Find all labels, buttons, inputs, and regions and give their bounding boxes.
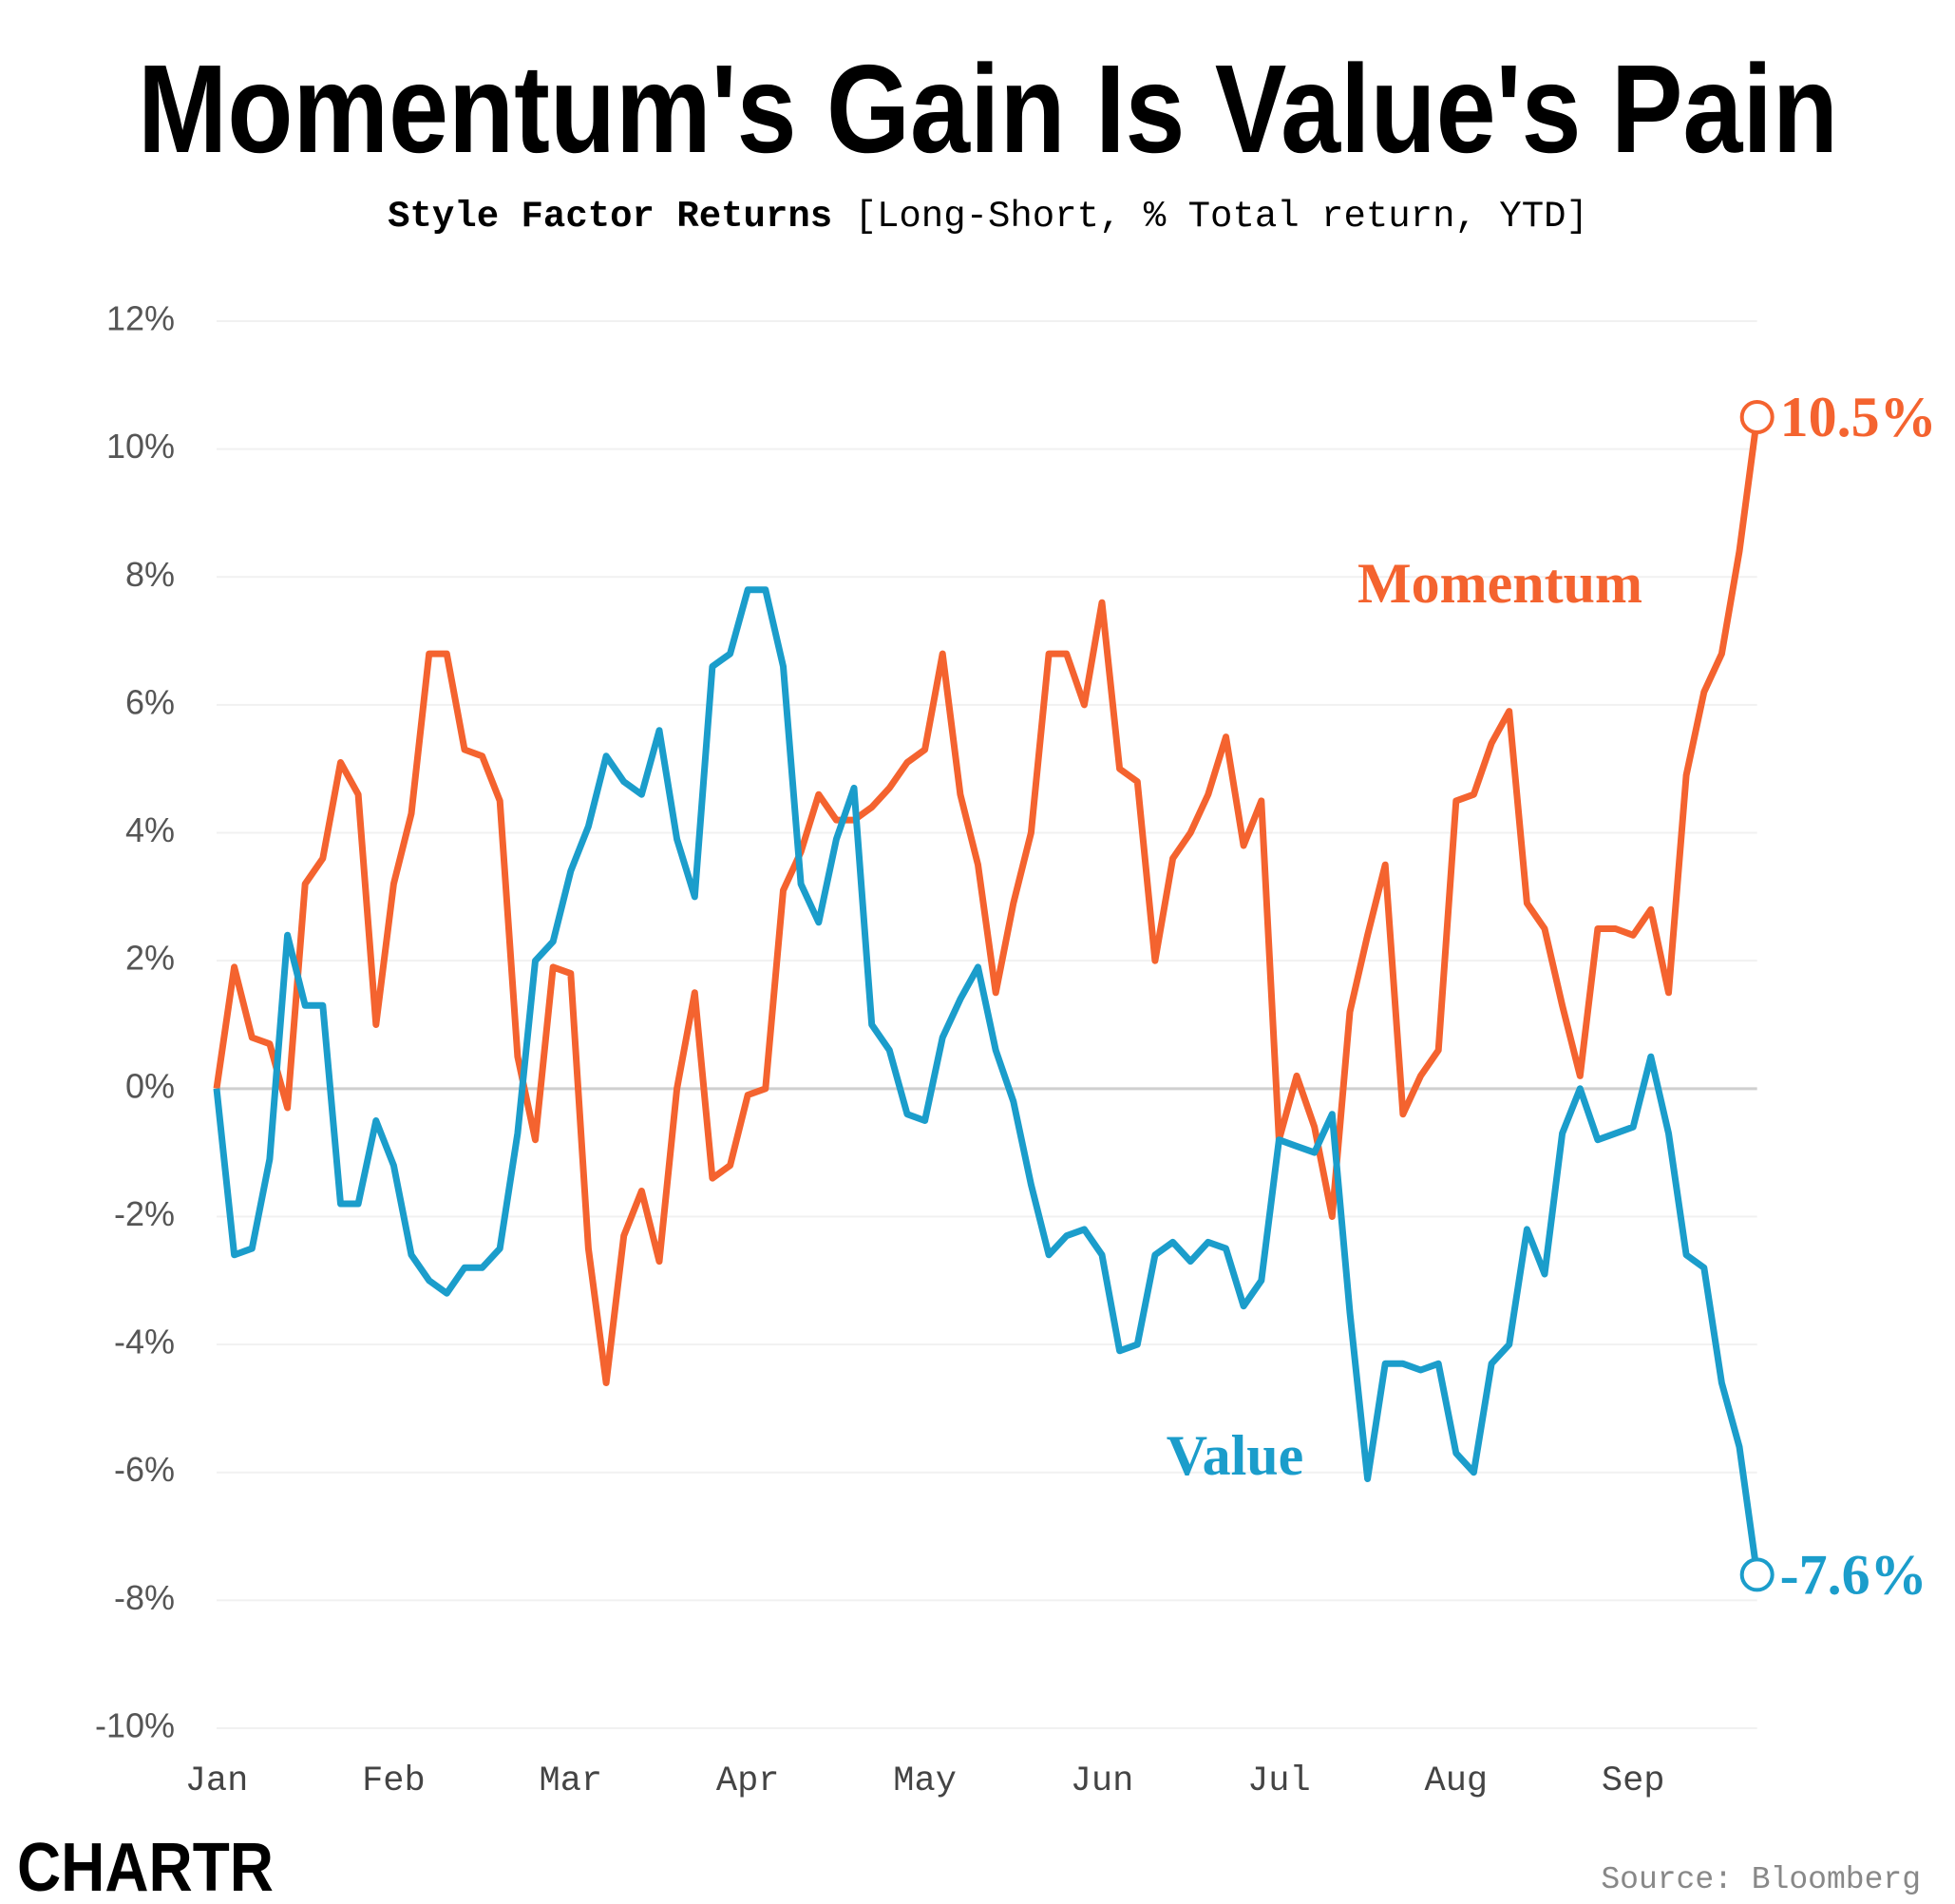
value-label: 10.5% bbox=[1780, 386, 1937, 448]
y-tick-label: -4% bbox=[114, 1323, 175, 1361]
end-point bbox=[1739, 1557, 1775, 1592]
logo: CHARTR bbox=[17, 1830, 274, 1904]
y-tick-label: 10% bbox=[106, 427, 175, 466]
chart-title: Momentum's Gain Is Value's Pain bbox=[138, 39, 1838, 179]
x-tick-label: Jun bbox=[1071, 1761, 1134, 1801]
y-tick-label: 0% bbox=[125, 1066, 175, 1105]
series-label: Momentum bbox=[1357, 552, 1642, 615]
subtitle-main: Style Factor Returns bbox=[388, 196, 832, 238]
y-tick-label: 6% bbox=[125, 682, 175, 721]
y-tick-label: -10% bbox=[95, 1706, 175, 1745]
subtitle-note: [Long-Short, % Total return, YTD] bbox=[855, 196, 1588, 238]
y-tick-label: 4% bbox=[125, 810, 175, 849]
x-tick-label: May bbox=[893, 1761, 957, 1801]
x-tick-label: Aug bbox=[1424, 1761, 1488, 1801]
end-point bbox=[1739, 399, 1775, 434]
x-tick-label: Jan bbox=[185, 1761, 249, 1801]
x-tick-label: Feb bbox=[362, 1761, 426, 1801]
series-line bbox=[213, 416, 1761, 1386]
y-tick-label: 2% bbox=[125, 939, 175, 978]
subtitle: Style Factor Returns [Long-Short, % Tota… bbox=[388, 196, 1588, 238]
y-tick-label: -2% bbox=[114, 1194, 175, 1233]
y-tick-label: -6% bbox=[114, 1450, 175, 1489]
series-label: Value bbox=[1167, 1424, 1304, 1487]
y-tick-label: 8% bbox=[125, 555, 175, 594]
source: Source: Bloomberg bbox=[1601, 1862, 1921, 1897]
x-tick-label: Mar bbox=[539, 1761, 602, 1801]
x-tick-label: Apr bbox=[716, 1761, 780, 1801]
y-tick-label: 12% bbox=[106, 299, 175, 338]
series-line bbox=[213, 586, 1761, 1575]
x-tick-label: Sep bbox=[1602, 1761, 1665, 1801]
x-tick-label: Jul bbox=[1247, 1761, 1311, 1801]
value-label: -7.6% bbox=[1780, 1543, 1927, 1606]
y-tick-label: -8% bbox=[114, 1578, 175, 1617]
